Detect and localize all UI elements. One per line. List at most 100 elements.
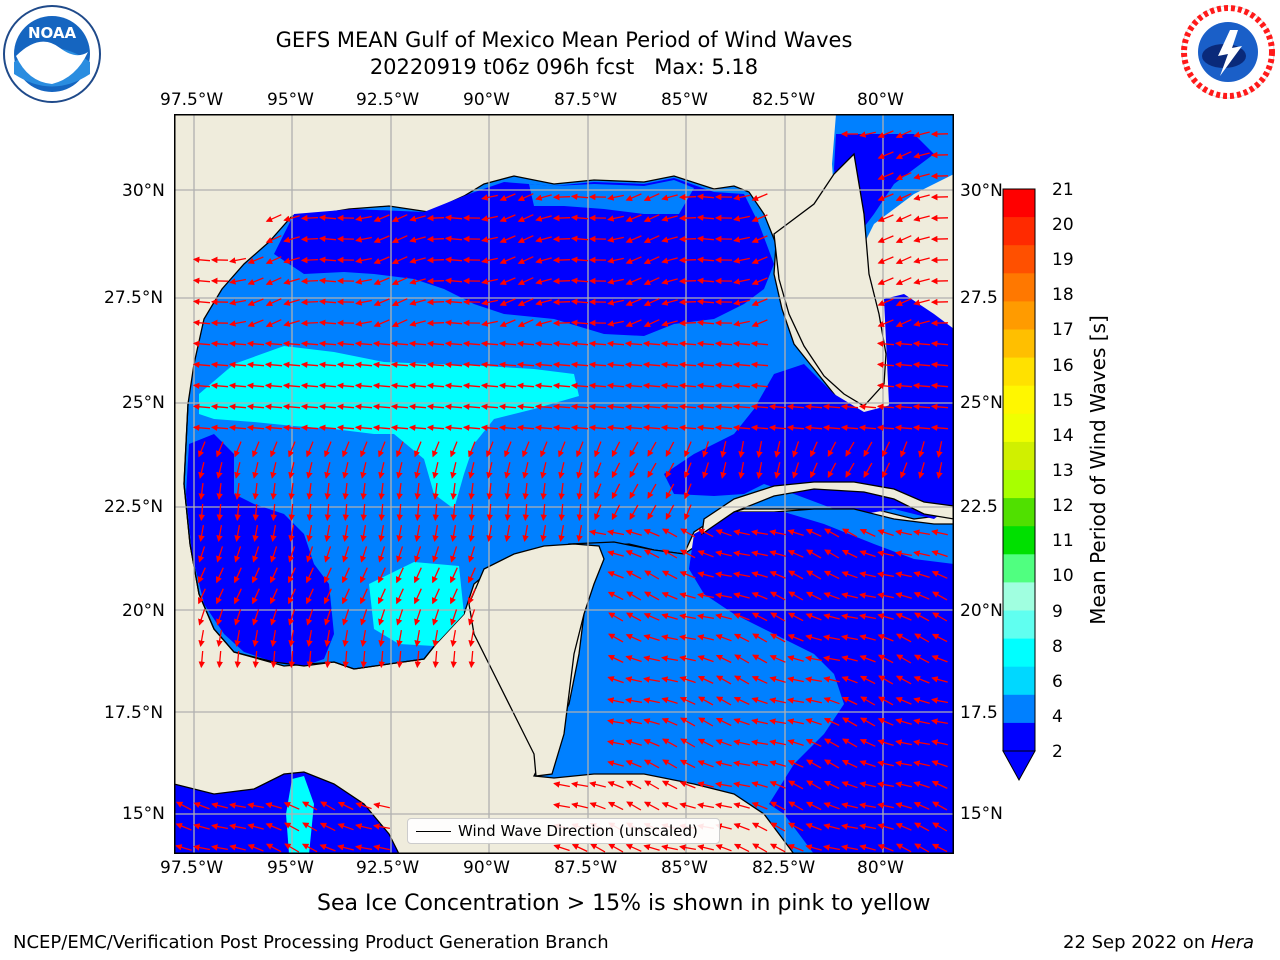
wind-wave-arrow	[481, 215, 498, 222]
wind-wave-arrow	[467, 567, 476, 584]
wind-wave-arrow	[467, 588, 476, 605]
wind-wave-arrow	[372, 361, 391, 369]
wind-wave-arrow	[809, 462, 818, 479]
wind-wave-arrow	[504, 524, 511, 542]
wind-wave-arrow	[354, 382, 373, 390]
wind-wave-arrow	[270, 483, 277, 500]
wind-wave-arrow	[643, 193, 660, 202]
wind-wave-arrow	[841, 655, 858, 662]
wind-wave-arrow	[193, 844, 211, 851]
wind-wave-arrow	[570, 340, 589, 348]
wind-wave-arrow	[660, 424, 679, 432]
wind-wave-arrow	[270, 462, 277, 479]
wind-wave-arrow	[715, 529, 732, 537]
wind-wave-arrow	[246, 340, 265, 348]
wind-wave-arrow	[553, 844, 570, 852]
wind-wave-arrow	[319, 844, 336, 852]
wind-wave-arrow	[198, 629, 205, 647]
wind-wave-arrow	[877, 634, 894, 642]
wind-wave-arrow	[535, 215, 552, 222]
wind-wave-arrow	[716, 675, 732, 685]
sea-ice-note: Sea Ice Concentration > 15% is shown in …	[317, 891, 931, 916]
wind-wave-arrow	[913, 152, 930, 159]
wind-wave-arrow	[193, 802, 210, 810]
wind-wave-arrow	[625, 214, 642, 223]
wind-wave-arrow	[486, 503, 494, 522]
wind-wave-arrow	[288, 503, 296, 522]
wind-wave-arrow	[305, 588, 314, 605]
wind-wave-arrow	[390, 403, 409, 411]
wind-wave-arrow	[660, 340, 679, 348]
wind-wave-arrow	[198, 609, 206, 626]
wind-wave-arrow	[841, 613, 859, 620]
wind-wave-arrow	[480, 340, 499, 348]
wind-wave-arrow	[626, 801, 642, 811]
wind-wave-arrow	[228, 361, 247, 369]
wind-wave-arrow	[769, 529, 786, 536]
wind-wave-arrow	[282, 340, 301, 348]
wind-wave-arrow	[319, 822, 336, 832]
wind-wave-arrow	[732, 340, 751, 348]
wind-wave-arrow	[499, 214, 516, 223]
wind-wave-arrow	[714, 340, 733, 348]
wave-region-atlantic	[879, 294, 954, 509]
wind-wave-arrow	[288, 546, 296, 563]
wind-wave-arrow	[787, 676, 804, 683]
wind-wave-arrow	[805, 591, 822, 601]
wind-wave-arrow	[269, 567, 278, 584]
wind-wave-arrow	[535, 278, 552, 285]
wind-wave-arrow	[733, 781, 751, 788]
wind-wave-arrow	[247, 319, 264, 327]
wind-wave-arrow	[468, 441, 476, 458]
wind-wave-arrow	[715, 844, 732, 852]
wind-wave-arrow	[318, 361, 337, 369]
wind-wave-arrow	[552, 193, 571, 201]
colorbar-level-block	[1003, 498, 1035, 527]
wind-wave-arrow	[552, 361, 571, 369]
map-frame	[174, 114, 954, 854]
wind-wave-arrow	[720, 462, 727, 479]
wind-wave-arrow	[588, 424, 607, 432]
wind-wave-arrow	[360, 609, 368, 626]
wind-wave-arrow	[390, 361, 409, 369]
wind-wave-arrow	[552, 256, 571, 264]
wind-wave-arrow	[552, 424, 571, 432]
wind-wave-arrow	[270, 609, 278, 626]
wind-wave-arrow	[517, 319, 534, 328]
wind-wave-arrow	[306, 629, 313, 647]
wind-wave-arrow	[860, 717, 876, 727]
wind-wave-arrow	[432, 609, 440, 626]
wind-wave-arrow	[824, 759, 840, 769]
wind-wave-arrow	[643, 256, 660, 265]
wind-wave-arrow	[306, 503, 314, 522]
wind-wave-arrow	[877, 277, 894, 286]
wind-wave-arrow	[372, 382, 391, 390]
wind-wave-arrow	[679, 759, 696, 769]
wind-wave-arrow	[444, 235, 463, 243]
wind-wave-arrow	[643, 759, 660, 769]
wind-wave-arrow	[625, 697, 643, 704]
wind-wave-arrow	[697, 655, 714, 663]
wind-wave-arrow	[540, 483, 547, 500]
wind-wave-arrow	[192, 319, 211, 327]
wind-wave-arrow	[607, 591, 624, 601]
wind-wave-arrow	[625, 655, 642, 663]
wind-wave-arrow	[558, 503, 566, 522]
wind-wave-arrow	[504, 483, 511, 500]
wind-wave-arrow	[324, 441, 332, 458]
wind-wave-arrow	[788, 780, 804, 790]
wind-wave-arrow	[751, 214, 768, 223]
wind-wave-arrow	[877, 781, 895, 788]
lat-tick-label: 15°N	[122, 804, 165, 824]
wind-wave-arrow	[265, 214, 282, 223]
wind-wave-arrow	[913, 718, 930, 725]
wind-wave-arrow	[552, 319, 571, 327]
colorbar-level-block	[1003, 610, 1035, 640]
wind-wave-arrow	[751, 675, 768, 684]
wind-wave-arrow	[661, 320, 678, 327]
wind-wave-arrow	[805, 655, 823, 662]
legend-label: Wind Wave Direction (unscaled)	[458, 822, 698, 840]
wind-wave-arrow	[432, 650, 440, 669]
wind-wave-arrow	[336, 361, 355, 369]
wind-wave-arrow	[414, 483, 421, 500]
